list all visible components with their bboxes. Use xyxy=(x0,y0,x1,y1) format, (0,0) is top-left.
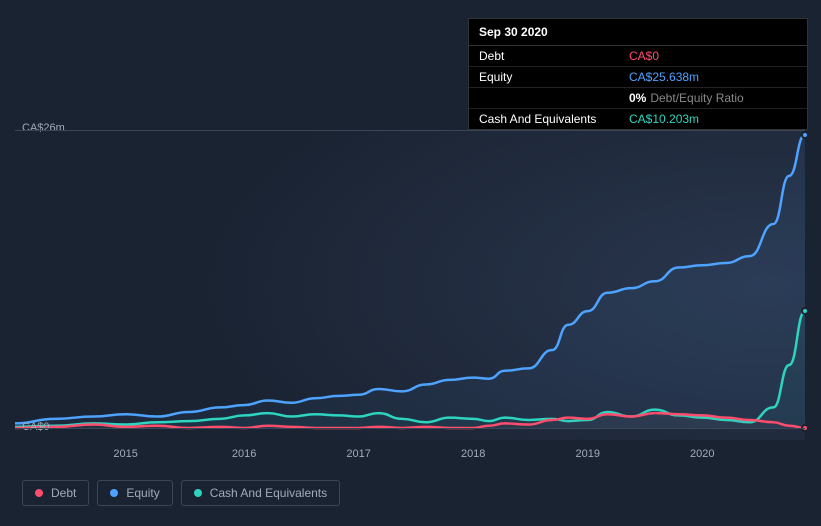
legend-dot xyxy=(110,489,118,497)
x-axis-tick: 2016 xyxy=(232,448,256,460)
legend-label: Cash And Equivalents xyxy=(210,486,327,500)
tooltip-rows: DebtCA$0EquityCA$25.638m0%Debt/Equity Ra… xyxy=(469,46,807,129)
end-marker-equity xyxy=(801,131,809,139)
tooltip-row-value: CA$10.203m xyxy=(629,112,797,126)
chart-baseline xyxy=(15,428,805,429)
legend: Debt Equity Cash And Equivalents xyxy=(22,480,340,506)
tooltip-row-label xyxy=(479,91,629,105)
x-axis-tick: 2020 xyxy=(690,448,714,460)
chart-area xyxy=(15,130,805,440)
tooltip-row: Cash And EquivalentsCA$10.203m xyxy=(469,109,807,129)
tooltip-row: EquityCA$25.638m xyxy=(469,67,807,88)
tooltip-row-value: 0%Debt/Equity Ratio xyxy=(629,91,797,105)
x-axis-tick: 2015 xyxy=(113,448,137,460)
legend-label: Debt xyxy=(51,486,76,500)
chart-svg xyxy=(15,130,805,440)
tooltip-row-label: Equity xyxy=(479,70,629,84)
x-axis-tick: 2018 xyxy=(461,448,485,460)
tooltip-row-value: CA$0 xyxy=(629,49,797,63)
tooltip-date: Sep 30 2020 xyxy=(469,19,807,46)
tooltip-row-label: Cash And Equivalents xyxy=(479,112,629,126)
legend-label: Equity xyxy=(126,486,159,500)
x-axis-tick: 2019 xyxy=(576,448,600,460)
tooltip-row: 0%Debt/Equity Ratio xyxy=(469,88,807,109)
end-marker-cash-and-equivalents xyxy=(801,307,809,315)
legend-item-equity[interactable]: Equity xyxy=(97,480,172,506)
tooltip-row-label: Debt xyxy=(479,49,629,63)
legend-item-cash-and-equivalents[interactable]: Cash And Equivalents xyxy=(181,480,340,506)
x-axis-labels: 2015 2016 2017 2018 2019 2020 xyxy=(15,448,805,468)
legend-dot xyxy=(35,489,43,497)
tooltip-row: DebtCA$0 xyxy=(469,46,807,67)
x-axis-tick: 2017 xyxy=(346,448,370,460)
legend-dot xyxy=(194,489,202,497)
tooltip-row-value: CA$25.638m xyxy=(629,70,797,84)
y-axis-label-bottom: CA$0 xyxy=(22,421,50,433)
legend-item-debt[interactable]: Debt xyxy=(22,480,89,506)
chart-fill-equity xyxy=(15,135,805,428)
info-tooltip: Sep 30 2020 DebtCA$0EquityCA$25.638m0%De… xyxy=(468,18,808,130)
